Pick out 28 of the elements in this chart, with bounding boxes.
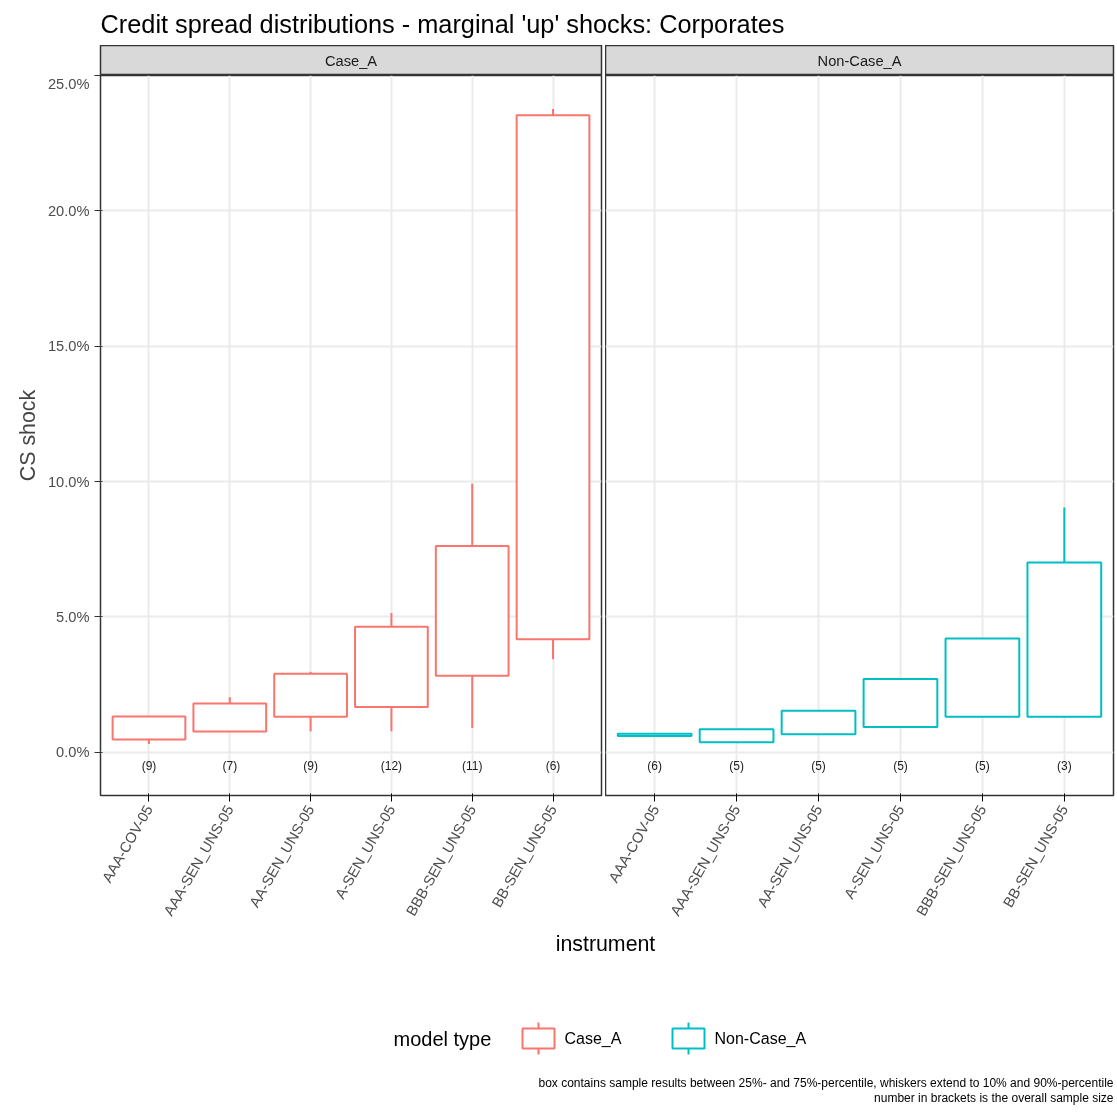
text: (5) <box>729 758 744 773</box>
text: (5) <box>811 758 826 773</box>
chart-subtitle: Case_A <box>324 52 378 69</box>
text: number in brackets is the overall sample size <box>874 1090 1114 1105</box>
text: (11) <box>461 758 483 773</box>
y-tick-label: 5.0% <box>56 608 90 625</box>
text: (12) <box>380 758 403 773</box>
chart-title: Credit spread distributions - marginal 'up' shocks: Corporates <box>100 9 785 38</box>
legend-label: Case_A <box>564 1030 622 1048</box>
text: (5) <box>975 758 990 773</box>
text: (3) <box>1057 758 1072 773</box>
y-tick-label: 0.0% <box>56 744 90 761</box>
text: (5) <box>893 758 908 773</box>
text: (9) <box>141 758 157 773</box>
text: (9) <box>303 758 318 773</box>
text: (7) <box>222 758 238 773</box>
y-tick-label: 15.0% <box>47 338 90 355</box>
legend-title: model type <box>393 1027 492 1050</box>
text: (6) <box>545 758 561 773</box>
text: box contains sample results between 25%- and 75%-percentile, whiskers extend to 10% and 90%-percentile <box>538 1075 1114 1090</box>
text: (6) <box>647 758 662 773</box>
y-tick-label: 25.0% <box>47 75 90 92</box>
x-axis-title: instrument <box>555 931 656 956</box>
chart-subtitle: Non-Case_A <box>817 52 902 69</box>
y-axis-title: CS shock <box>15 389 40 482</box>
legend-label: Non-Case_A <box>714 1030 807 1048</box>
y-tick-label: 20.0% <box>47 202 90 219</box>
y-tick-label: 10.0% <box>47 473 90 490</box>
